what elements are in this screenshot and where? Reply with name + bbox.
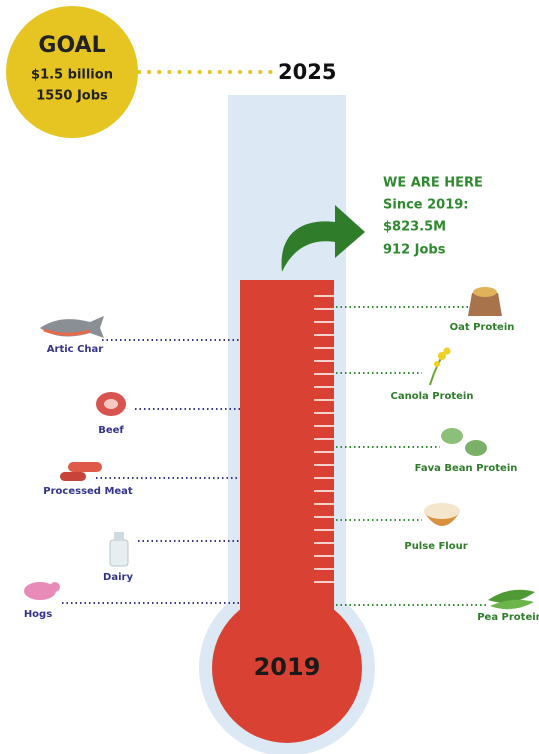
item-label: Beef bbox=[98, 425, 124, 436]
item-label: Artic Char bbox=[47, 344, 103, 355]
goal-heading: GOAL bbox=[38, 33, 105, 58]
dairy-icon bbox=[110, 540, 128, 566]
item-label: Fava Bean Protein bbox=[415, 463, 518, 474]
dairy-cap bbox=[114, 532, 124, 541]
item-label: Canola Protein bbox=[391, 391, 474, 402]
tube-fill bbox=[240, 280, 334, 640]
meat-icon bbox=[60, 472, 86, 481]
item-label: Processed Meat bbox=[43, 486, 133, 497]
goal-amount: $1.5 billion bbox=[31, 68, 113, 83]
current-year: 2019 bbox=[254, 653, 321, 681]
item-label: Dairy bbox=[103, 572, 133, 583]
hog-head bbox=[50, 582, 60, 592]
beef-fat bbox=[104, 399, 118, 409]
status-line: $823.5M bbox=[383, 220, 446, 235]
item-label: Pulse Flour bbox=[404, 541, 467, 552]
meat-icon bbox=[68, 462, 102, 472]
item-label: Pea Protein bbox=[477, 612, 539, 623]
fava-icon bbox=[465, 440, 487, 456]
oat-grain bbox=[473, 287, 497, 297]
flour bbox=[424, 503, 460, 519]
status-line: Since 2019: bbox=[383, 198, 469, 213]
status-line: 912 Jobs bbox=[383, 243, 446, 258]
status-line: WE ARE HERE bbox=[383, 176, 483, 191]
fava-icon bbox=[441, 428, 463, 444]
infographic: GOAL $1.5 billion 1550 Jobs 2025 2019 WE… bbox=[0, 0, 539, 754]
item-label: Hogs bbox=[24, 609, 52, 620]
goal-jobs: 1550 Jobs bbox=[36, 89, 108, 104]
item-label: Oat Protein bbox=[450, 322, 515, 333]
canola-flower bbox=[434, 361, 440, 367]
target-year: 2025 bbox=[278, 60, 336, 84]
canola-flower bbox=[444, 348, 451, 355]
